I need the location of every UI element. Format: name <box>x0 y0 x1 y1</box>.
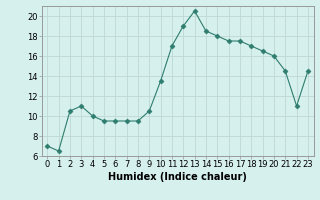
X-axis label: Humidex (Indice chaleur): Humidex (Indice chaleur) <box>108 172 247 182</box>
